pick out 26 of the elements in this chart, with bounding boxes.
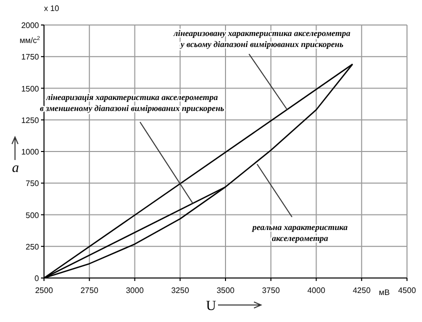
x-tick-label: 4500 xyxy=(398,286,416,295)
x-tick-label: 4250 xyxy=(352,286,372,295)
y-tick-label: 1000 xyxy=(21,148,40,156)
text: мм/с$^{2}$ xyxy=(20,36,40,45)
y-tick-label: 0 xyxy=(34,274,40,283)
y-axis-title: a xyxy=(12,161,19,176)
text: x 10 xyxy=(44,4,60,13)
x-tick-label: 3000 xyxy=(126,286,144,295)
y-tick-label: 250 xyxy=(26,242,40,252)
x-tick-label: 3750 xyxy=(262,286,280,295)
x-tick-label: 3500 xyxy=(216,286,235,295)
annotation: лінеаризовану характеристика акселерометра у всьому діапазоні вимірюваних прискорень xyxy=(172,28,352,49)
y-tick-label: 1500 xyxy=(21,84,40,94)
x-tick-label: 2500 xyxy=(35,286,54,295)
y-tick-label: 500 xyxy=(26,210,40,220)
x-tick-label: 4000 xyxy=(307,286,326,295)
text: мВ xyxy=(378,288,390,297)
x-tick-label: 2750 xyxy=(80,286,99,295)
y-tick-label: 1250 xyxy=(21,116,40,125)
annotation: реальна характеристика акселерометра xyxy=(251,222,348,243)
y-tick-label: 750 xyxy=(26,179,40,188)
x-tick-label: 3250 xyxy=(171,286,190,295)
y-tick-label: 2000 xyxy=(21,21,40,30)
annotation: лінеаризація характеристика акселерометра в зменшеному діапазоні вимірюваних прискорень xyxy=(40,92,224,113)
y-tick-label: 1750 xyxy=(21,52,40,62)
x-axis-title: U xyxy=(206,299,216,314)
